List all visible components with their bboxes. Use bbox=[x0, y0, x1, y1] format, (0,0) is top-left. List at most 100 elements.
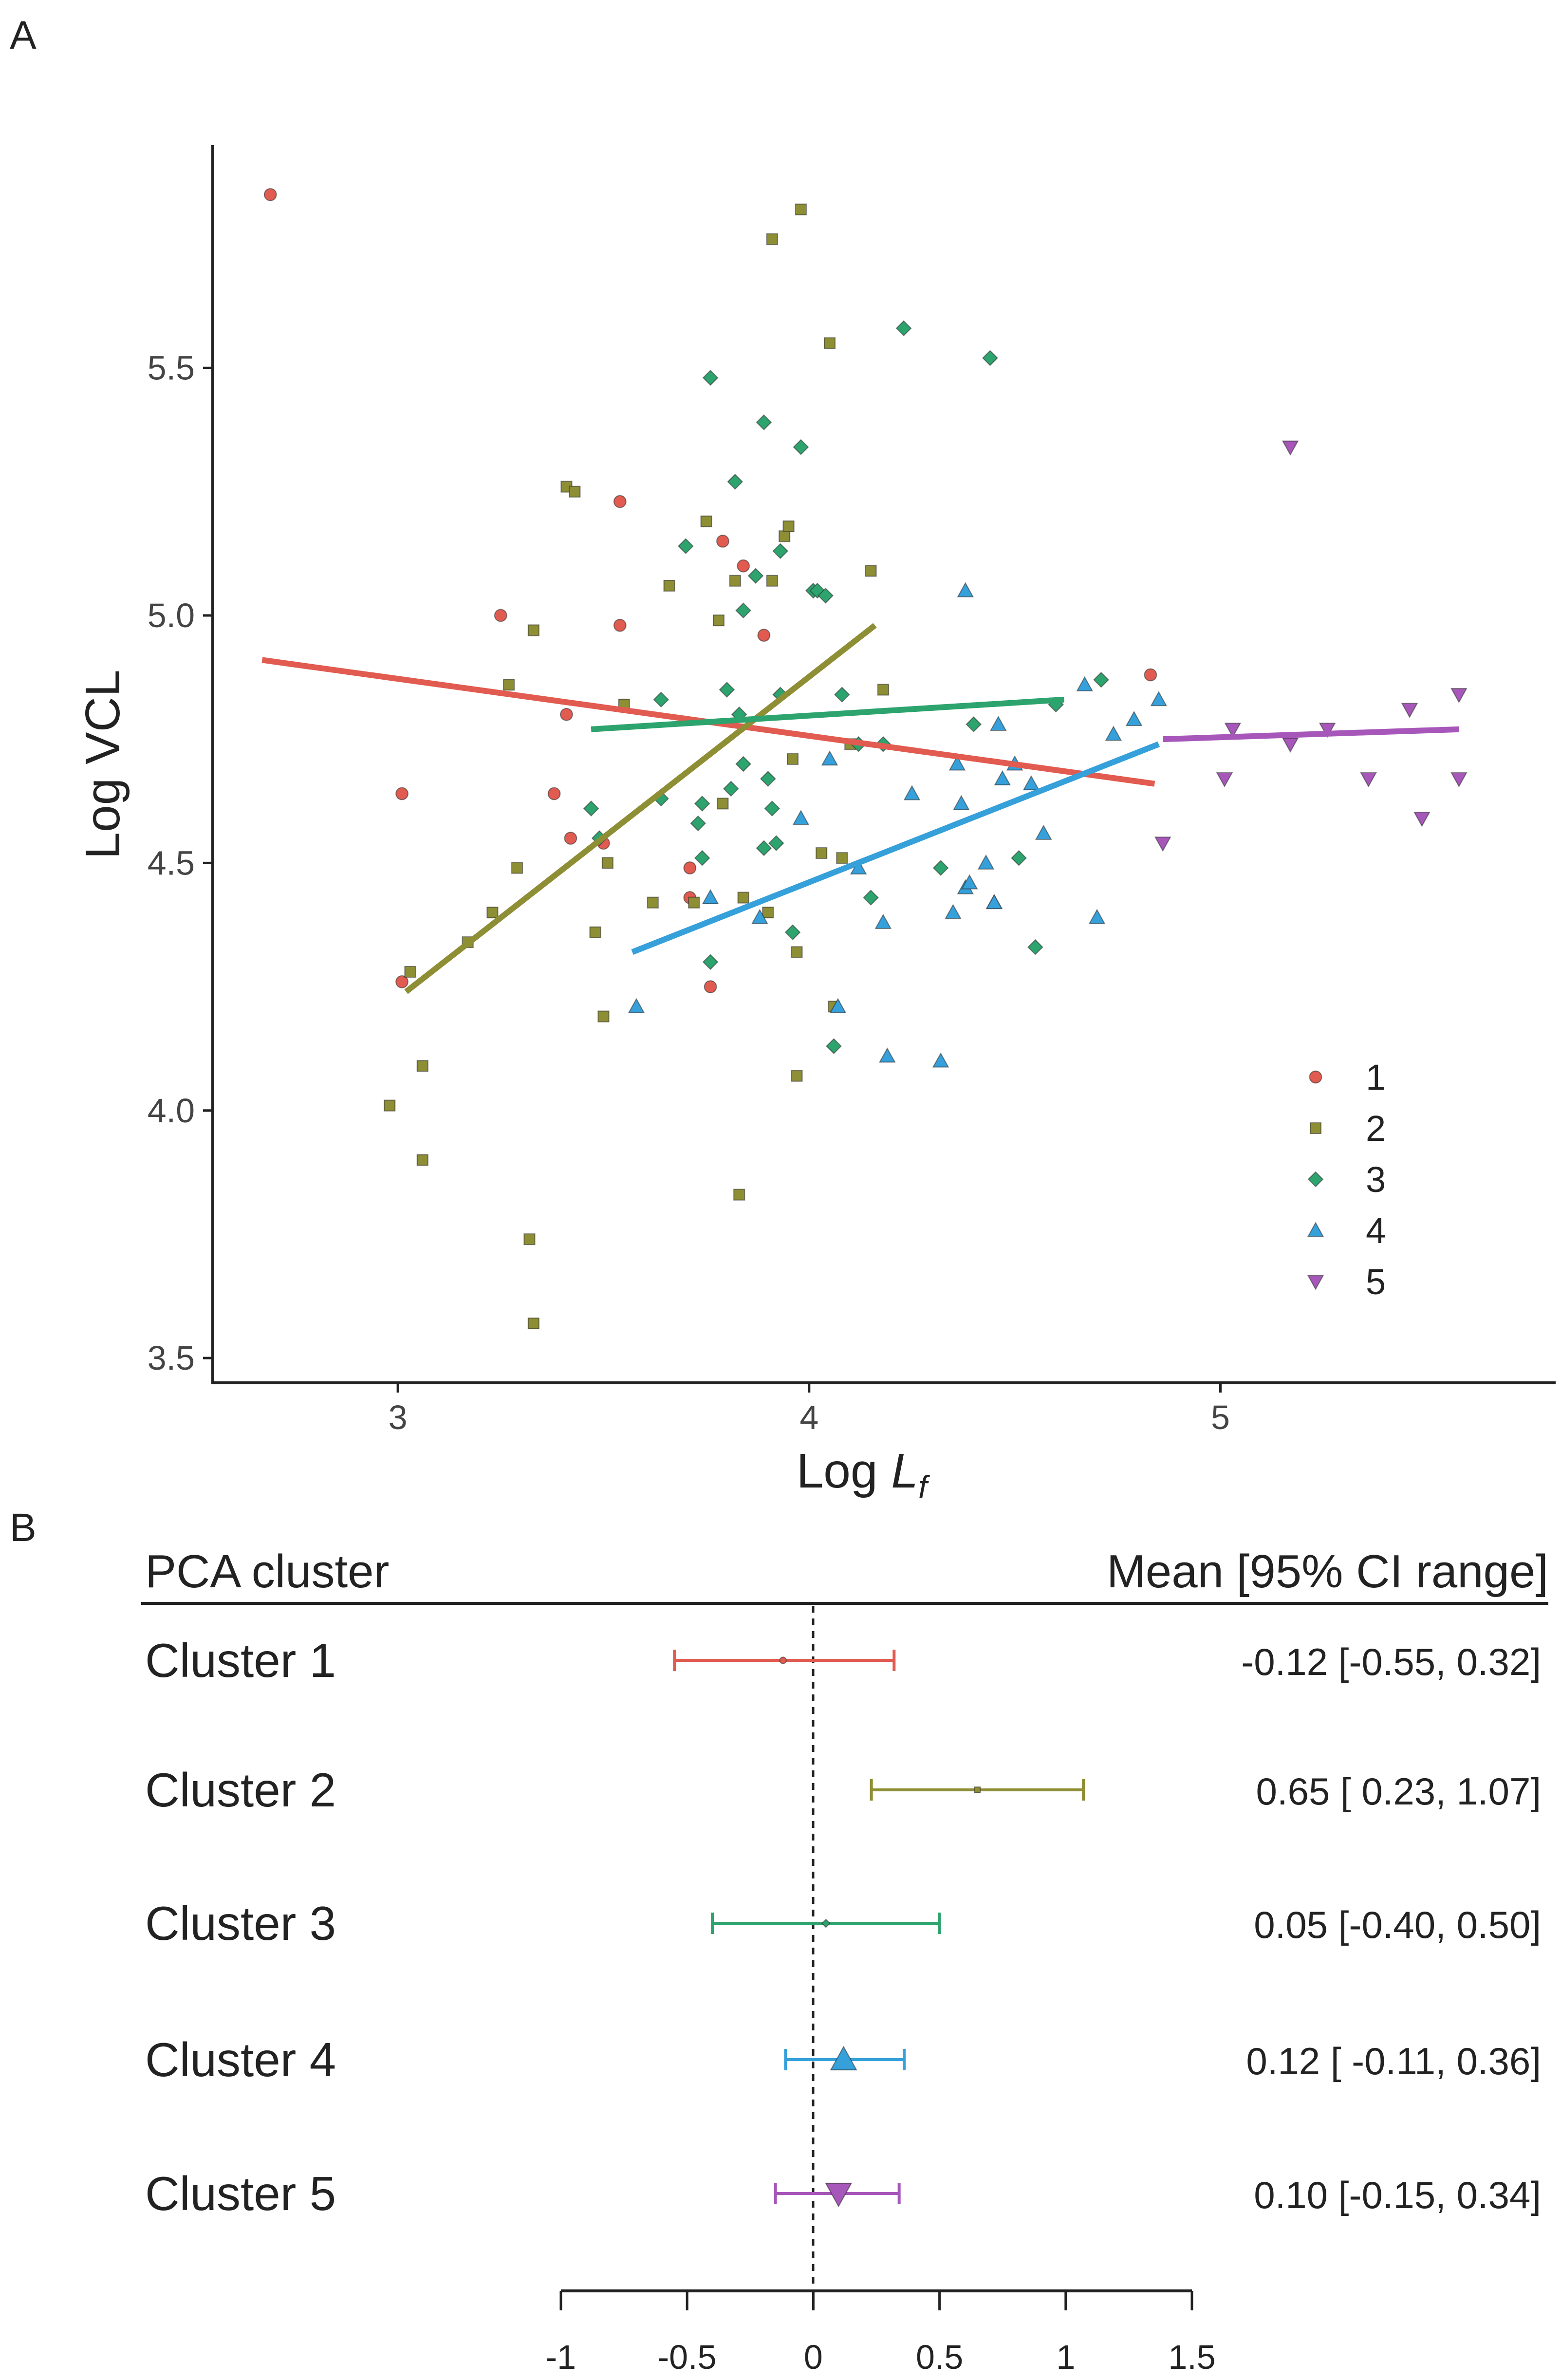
panel-b-label: B bbox=[10, 1506, 37, 1550]
data-point-series-1 bbox=[547, 787, 561, 800]
data-point-series-1 bbox=[704, 980, 717, 993]
x-axis-label-subscript: f bbox=[918, 1469, 930, 1505]
forest-row: Cluster 2 0.65 [ 0.23, 1.07] bbox=[145, 1763, 1541, 1817]
data-point-series-3 bbox=[834, 687, 850, 703]
x-tick-label: 3 bbox=[389, 1398, 408, 1436]
data-point-series-3 bbox=[735, 756, 752, 772]
data-point-series-4 bbox=[985, 894, 1003, 910]
data-point-series-2 bbox=[786, 753, 799, 765]
data-point-series-4 bbox=[945, 904, 962, 919]
data-point-series-3 bbox=[719, 682, 735, 698]
mean-ci-text: 0.05 [-0.40, 0.50] bbox=[1254, 1903, 1541, 1946]
data-point-series-4 bbox=[1150, 691, 1168, 707]
data-point-series-4 bbox=[990, 715, 1007, 731]
data-point-series-2 bbox=[779, 530, 791, 542]
data-point-series-3 bbox=[1093, 671, 1109, 688]
y-tick-label: 5.0 bbox=[148, 596, 195, 634]
data-point-series-1 bbox=[737, 559, 750, 573]
legend-key-2 bbox=[1309, 1122, 1322, 1134]
data-point-series-5 bbox=[1450, 688, 1468, 704]
data-point-series-2 bbox=[503, 679, 515, 691]
y-tick-label: 3.5 bbox=[148, 1339, 195, 1377]
legend-label-3: 3 bbox=[1366, 1159, 1386, 1200]
data-point-series-2 bbox=[791, 1070, 803, 1082]
data-point-series-1 bbox=[263, 188, 277, 202]
fit-line-series-5 bbox=[1163, 726, 1459, 743]
data-point-series-4 bbox=[792, 810, 810, 825]
data-point-series-1 bbox=[757, 629, 771, 642]
forest-rows: Cluster 1 -0.12 [-0.55, 0.32] Cluster 2 0.6… bbox=[145, 1634, 1541, 2220]
data-point-series-1 bbox=[613, 618, 627, 632]
cluster-label: Cluster 3 bbox=[145, 1897, 336, 1950]
y-tick-label: 4.0 bbox=[148, 1092, 195, 1130]
data-point-series-4 bbox=[829, 998, 847, 1013]
data-point-series-2 bbox=[404, 966, 416, 978]
data-point-series-3 bbox=[702, 954, 719, 970]
data-point-series-4 bbox=[1125, 710, 1143, 726]
forest-x-tick-label: -0.5 bbox=[658, 2338, 717, 2376]
data-point-series-1 bbox=[395, 787, 409, 800]
data-point-series-5 bbox=[1450, 772, 1468, 788]
data-point-series-3 bbox=[772, 543, 789, 559]
forest-x-tick-label: 1.5 bbox=[1168, 2338, 1215, 2376]
data-point-series-3 bbox=[863, 890, 879, 906]
y-tick-label: 5.5 bbox=[148, 349, 195, 387]
forest-row: Cluster 3 0.05 [-0.40, 0.50] bbox=[145, 1897, 1541, 1950]
cluster-label: Cluster 5 bbox=[145, 2167, 336, 2220]
data-point-series-2 bbox=[416, 1154, 428, 1166]
data-point-series-3 bbox=[723, 781, 739, 797]
data-point-series-4 bbox=[932, 1052, 949, 1068]
panel-a-label: A bbox=[10, 13, 37, 57]
x-tick-label: 5 bbox=[1211, 1398, 1230, 1436]
cluster-label: Cluster 2 bbox=[145, 1763, 336, 1817]
fit-line-series-3 bbox=[591, 696, 1064, 732]
mean-ci-text: 0.12 [ -0.11, 0.36] bbox=[1246, 2040, 1541, 2082]
data-point-series-3 bbox=[982, 350, 998, 366]
x-tick-label: 4 bbox=[799, 1398, 818, 1436]
forest-row: Cluster 4 0.12 [ -0.11, 0.36] bbox=[145, 2033, 1541, 2086]
data-point-series-2 bbox=[688, 896, 700, 909]
mean-marker bbox=[779, 1656, 787, 1664]
x-ticks: 3 4 5 bbox=[389, 1383, 1230, 1436]
forest-x-tick-label: -1 bbox=[546, 2338, 576, 2376]
mean-ci-text: 0.65 [ 0.23, 1.07] bbox=[1256, 1770, 1541, 1813]
data-point-series-3 bbox=[747, 568, 764, 584]
forest-header-left: PCA cluster bbox=[145, 1545, 390, 1598]
data-point-series-5 bbox=[1282, 737, 1299, 753]
data-point-series-3 bbox=[694, 795, 710, 812]
data-point-series-2 bbox=[601, 857, 613, 869]
data-point-series-3 bbox=[826, 1038, 842, 1054]
data-point-series-3 bbox=[966, 716, 982, 733]
data-point-series-3 bbox=[768, 835, 784, 852]
data-point-series-5 bbox=[1401, 703, 1418, 718]
data-point-series-4 bbox=[953, 795, 970, 810]
data-point-series-1 bbox=[494, 609, 507, 622]
data-point-series-4 bbox=[1076, 676, 1094, 691]
data-point-series-2 bbox=[836, 852, 848, 864]
data-point-series-1 bbox=[613, 495, 627, 508]
data-point-series-4 bbox=[948, 755, 966, 771]
data-point-series-5 bbox=[1216, 772, 1233, 788]
legend: 1 2 3 4 5 bbox=[1307, 1057, 1386, 1302]
data-point-series-5 bbox=[1282, 440, 1299, 456]
data-point-series-1 bbox=[560, 707, 573, 721]
forest-x-tick-label: 0.5 bbox=[916, 2338, 963, 2376]
data-point-series-2 bbox=[717, 798, 729, 810]
data-point-series-4 bbox=[1022, 775, 1040, 791]
data-point-series-2 bbox=[511, 862, 523, 874]
data-point-series-2 bbox=[729, 575, 741, 587]
data-point-series-4 bbox=[977, 854, 995, 870]
data-point-series-3 bbox=[690, 815, 706, 832]
forest-x-ticks: -1 -0.5 0 0.5 1 1.5 bbox=[546, 2291, 1216, 2376]
data-point-series-1 bbox=[683, 861, 697, 874]
cluster-label: Cluster 4 bbox=[145, 2033, 336, 2086]
legend-label-2: 2 bbox=[1366, 1108, 1386, 1149]
data-point-series-3 bbox=[784, 924, 801, 941]
data-point-series-2 bbox=[589, 926, 601, 938]
data-point-series-2 bbox=[816, 847, 828, 859]
data-point-series-2 bbox=[795, 204, 807, 216]
forest-x-tick-label: 0 bbox=[804, 2338, 823, 2376]
data-point-series-2 bbox=[823, 337, 836, 349]
legend-key-4 bbox=[1307, 1222, 1324, 1237]
data-point-series-5 bbox=[1224, 723, 1242, 738]
